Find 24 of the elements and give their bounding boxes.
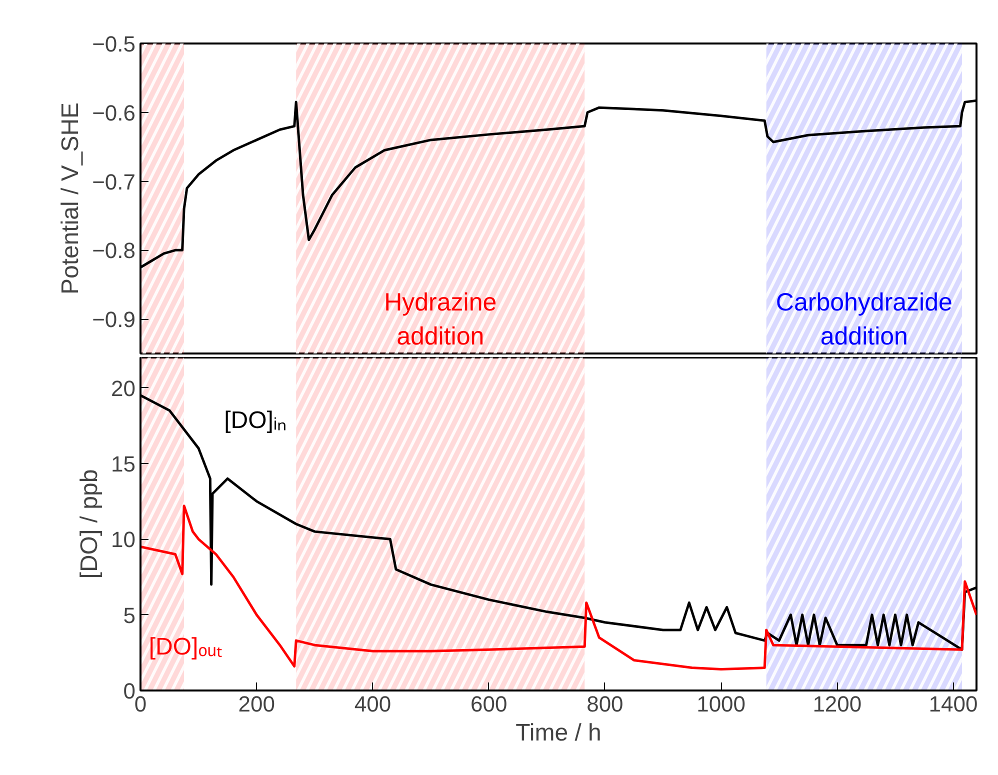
- y-axis-title: Potential / V_SHE: [57, 102, 84, 295]
- x-tick-label: 1200: [812, 692, 862, 716]
- y-tick-label: 20: [111, 376, 136, 401]
- series-label: [DO]ₒᵤₜ: [148, 634, 222, 661]
- line-series: [140, 504, 976, 671]
- band-label: Carbohydrazide addition: [776, 288, 952, 350]
- band-label: Hydrazine addition: [384, 288, 497, 350]
- y-axis-title: [DO] / ppb: [76, 469, 104, 579]
- y-tick-label: −0.6: [92, 100, 136, 126]
- x-tick-label: 200: [238, 692, 275, 716]
- x-tick-label: 1400: [928, 692, 978, 716]
- x-axis-title: Time / h: [516, 720, 602, 746]
- y-tick-label: 5: [123, 602, 136, 628]
- x-tick-label: 400: [354, 692, 392, 716]
- y-tick-label: −0.5: [92, 32, 136, 56]
- y-tick-label: 15: [111, 451, 136, 476]
- series-label: [DO]ᵢₙ: [224, 407, 288, 434]
- x-tick-label: 1000: [696, 692, 746, 716]
- y-tick-label: −0.8: [92, 238, 136, 264]
- x-tick-label: 600: [470, 692, 508, 716]
- y-tick-label: −0.7: [92, 169, 136, 194]
- x-tick-label: 800: [586, 692, 624, 716]
- y-tick-label: −0.9: [92, 307, 136, 332]
- y-tick-label: 10: [111, 527, 136, 552]
